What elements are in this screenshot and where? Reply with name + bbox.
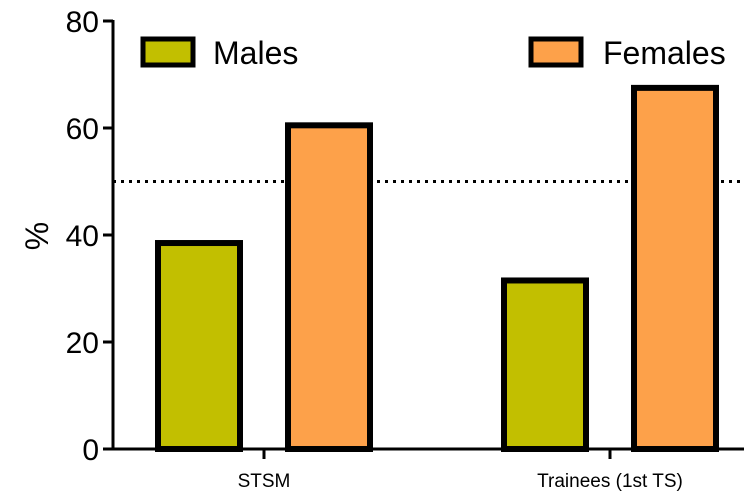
y-tick-label: 80: [66, 6, 99, 39]
x-tick-label: Trainees (1st TS): [537, 471, 683, 492]
bar-males-1: [501, 277, 589, 452]
legend-swatch-females: [528, 36, 584, 68]
y-tick-label: 40: [66, 220, 99, 253]
bar-females-1: [631, 84, 719, 452]
y-axis: 0 20 40 60 80: [66, 6, 115, 467]
legend: Males Females: [140, 35, 726, 71]
bar-males-0: [155, 240, 243, 452]
y-tick-label: 0: [82, 434, 99, 467]
x-tick-label: STSM: [238, 471, 291, 492]
y-tick-label: 20: [66, 327, 99, 360]
legend-label-males: Males: [213, 35, 298, 71]
legend-label-females: Females: [603, 35, 726, 71]
bars-group: [155, 84, 719, 452]
x-axis: STSM Trainees (1st TS): [112, 447, 744, 492]
bar-females-0: [285, 122, 373, 452]
y-axis-title: %: [19, 222, 55, 250]
y-tick-label: 60: [66, 113, 99, 146]
legend-swatch-males: [140, 36, 196, 68]
